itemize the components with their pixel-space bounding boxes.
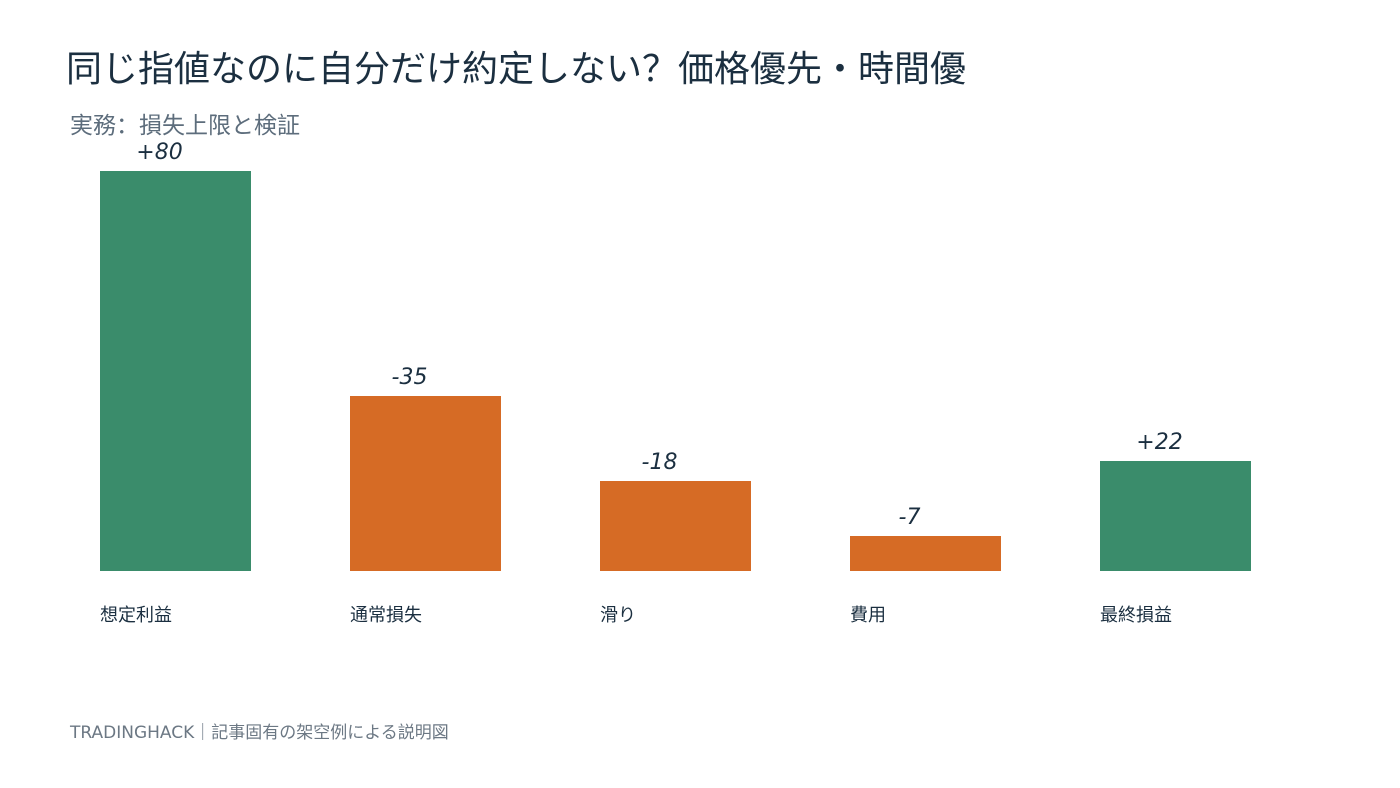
bar-4 (850, 536, 1001, 571)
category-label-2: 通常損失 (350, 605, 422, 626)
value-label-3: -18 (642, 450, 678, 475)
category-label-5: 最終損益 (1100, 605, 1172, 626)
category-label-1: 想定利益 (100, 605, 172, 626)
value-label-4: -7 (899, 505, 921, 530)
category-label-4: 費用 (850, 605, 886, 626)
value-label-2: -35 (392, 365, 428, 390)
chart-subtitle: 実務：損失上限と検証 (70, 113, 300, 139)
bar-3 (600, 481, 751, 571)
bar-5 (1100, 461, 1251, 571)
chart-title: 同じ指値なのに自分だけ約定しない？価格優先・時間優 (66, 49, 967, 90)
value-label-5: +22 (1136, 430, 1182, 455)
bar-2 (350, 396, 501, 571)
value-label-1: +80 (136, 140, 182, 165)
bar-1 (100, 171, 251, 571)
category-label-3: 滑り (600, 605, 636, 626)
footer-credit: TRADINGHACK｜記事固有の架空例による説明図 (70, 723, 449, 743)
